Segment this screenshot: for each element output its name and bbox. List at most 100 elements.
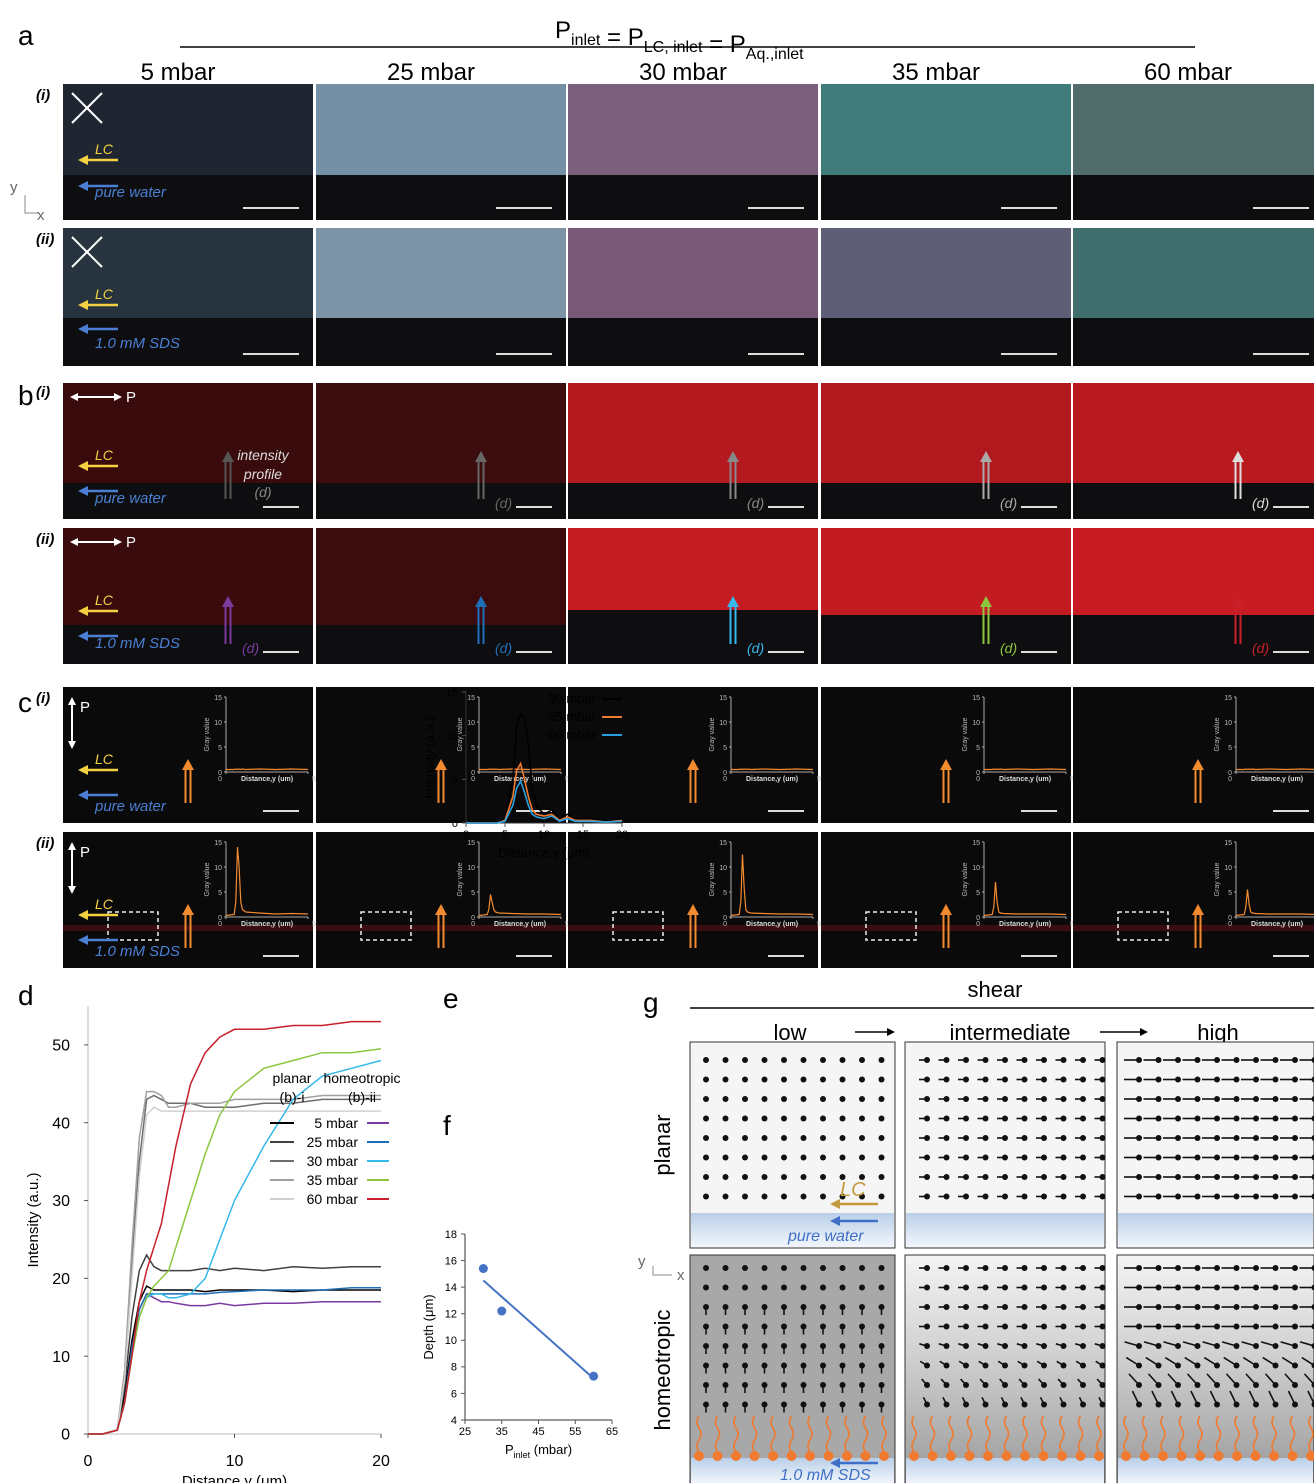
- molecule: [1292, 1265, 1298, 1271]
- molecule: [1214, 1155, 1220, 1161]
- molecule: [1234, 1116, 1240, 1122]
- molecule: [1041, 1382, 1047, 1388]
- molecule: [820, 1194, 826, 1200]
- molecule: [963, 1363, 969, 1369]
- molecule: [1175, 1363, 1181, 1369]
- molecule: [1175, 1382, 1181, 1388]
- molecule: [1080, 1382, 1086, 1388]
- molecule: [1273, 1057, 1279, 1063]
- molecule: [1175, 1077, 1181, 1083]
- molecule: [723, 1155, 729, 1161]
- molecule: [703, 1285, 709, 1291]
- molecule: [1022, 1174, 1028, 1180]
- inset-tick-label: 10: [719, 865, 727, 872]
- inset-xlabel: Distance,y (um): [999, 921, 1051, 928]
- molecule: [1002, 1343, 1008, 1349]
- inset-tick-label: 15: [972, 840, 980, 847]
- molecule: [1022, 1096, 1028, 1102]
- molecule: [944, 1343, 950, 1349]
- molecule: [1273, 1324, 1279, 1330]
- micrograph-lc: [1073, 383, 1314, 483]
- molecule: [1100, 1382, 1106, 1388]
- micrograph-water: [316, 318, 566, 366]
- molecule: [1100, 1155, 1106, 1161]
- pressure-label: 30 mbar: [639, 59, 727, 86]
- molecule: [781, 1265, 787, 1271]
- micrograph-water: [316, 625, 566, 664]
- surfactant-head: [1039, 1451, 1049, 1461]
- molecule: [762, 1135, 768, 1141]
- x-tick-label: 0: [84, 1453, 93, 1470]
- inset-tick-label: 15: [1224, 695, 1232, 702]
- inset-tick-label: 10: [1224, 865, 1232, 872]
- molecule: [1022, 1363, 1028, 1369]
- molecule: [1273, 1343, 1279, 1349]
- water-layer: [1118, 1213, 1313, 1247]
- micrograph-lc: [568, 84, 818, 175]
- molecule: [1136, 1077, 1142, 1083]
- surfactant-head: [750, 1451, 760, 1461]
- inset-ylabel: Gray value: [457, 717, 464, 751]
- legend-label: 60 mbar: [548, 727, 596, 742]
- inset-xlabel: Distance,y (um): [746, 921, 798, 928]
- molecule: [983, 1155, 989, 1161]
- molecule: [924, 1363, 930, 1369]
- molecule: [924, 1135, 930, 1141]
- inset-ylabel: Gray value: [709, 717, 716, 751]
- molecule: [1136, 1265, 1142, 1271]
- molecule: [983, 1304, 989, 1310]
- legend-label: 60 mbar: [307, 1191, 359, 1207]
- molecule: [781, 1057, 787, 1063]
- series-line: [88, 1288, 381, 1434]
- inset-xlabel: Distance,y (um): [1251, 921, 1303, 928]
- lc-label: LC: [840, 1179, 866, 1201]
- axis-label-y: y: [638, 1253, 646, 1270]
- y-tick-label: 6: [451, 1388, 457, 1400]
- panel-label: d: [18, 980, 34, 1011]
- micrograph-lc: [63, 84, 313, 175]
- molecule: [1273, 1194, 1279, 1200]
- molecule: [820, 1116, 826, 1122]
- molecule: [1292, 1285, 1298, 1291]
- x-tick-label: 20: [372, 1453, 390, 1470]
- x-axis-label-part: (mbar): [530, 1442, 572, 1457]
- figure: abcdefgPinlet = PLC, inlet = PAq.,inlet5…: [0, 0, 1314, 1483]
- molecule: [1214, 1402, 1220, 1408]
- inset-tick-label: 5: [1228, 745, 1232, 752]
- panel-label: b: [18, 380, 34, 411]
- d-ref: (d): [747, 640, 764, 656]
- molecule: [963, 1096, 969, 1102]
- molecule: [983, 1174, 989, 1180]
- molecule: [1175, 1285, 1181, 1291]
- micrograph-water: [821, 615, 1071, 664]
- molecule: [820, 1155, 826, 1161]
- y-tick-label: 10: [446, 731, 458, 743]
- row-label: (ii): [36, 231, 54, 248]
- molecule: [1022, 1135, 1028, 1141]
- molecule: [1100, 1265, 1106, 1271]
- molecule: [1022, 1155, 1028, 1161]
- molecule: [1214, 1382, 1220, 1388]
- lc-label: LC: [95, 592, 114, 608]
- inset-tick-label: 0: [723, 921, 727, 928]
- molecule: [1080, 1077, 1086, 1083]
- molecule: [983, 1265, 989, 1271]
- molecule: [1080, 1285, 1086, 1291]
- molecule: [1195, 1343, 1201, 1349]
- micrograph-lc: [1073, 528, 1314, 615]
- molecule: [859, 1285, 865, 1291]
- molecule: [963, 1402, 969, 1408]
- molecule: [1041, 1402, 1047, 1408]
- molecule: [1156, 1324, 1162, 1330]
- lc-label: LC: [95, 896, 114, 912]
- molecule: [1292, 1077, 1298, 1083]
- inset-tick-label: 15: [1224, 840, 1232, 847]
- axis-icon: [653, 1266, 672, 1275]
- molecule: [840, 1155, 846, 1161]
- molecule: [1041, 1155, 1047, 1161]
- molecule: [801, 1135, 807, 1141]
- surfactant-head: [1002, 1451, 1012, 1461]
- molecule: [801, 1096, 807, 1102]
- surfactant-head: [824, 1451, 834, 1461]
- molecule: [1041, 1363, 1047, 1369]
